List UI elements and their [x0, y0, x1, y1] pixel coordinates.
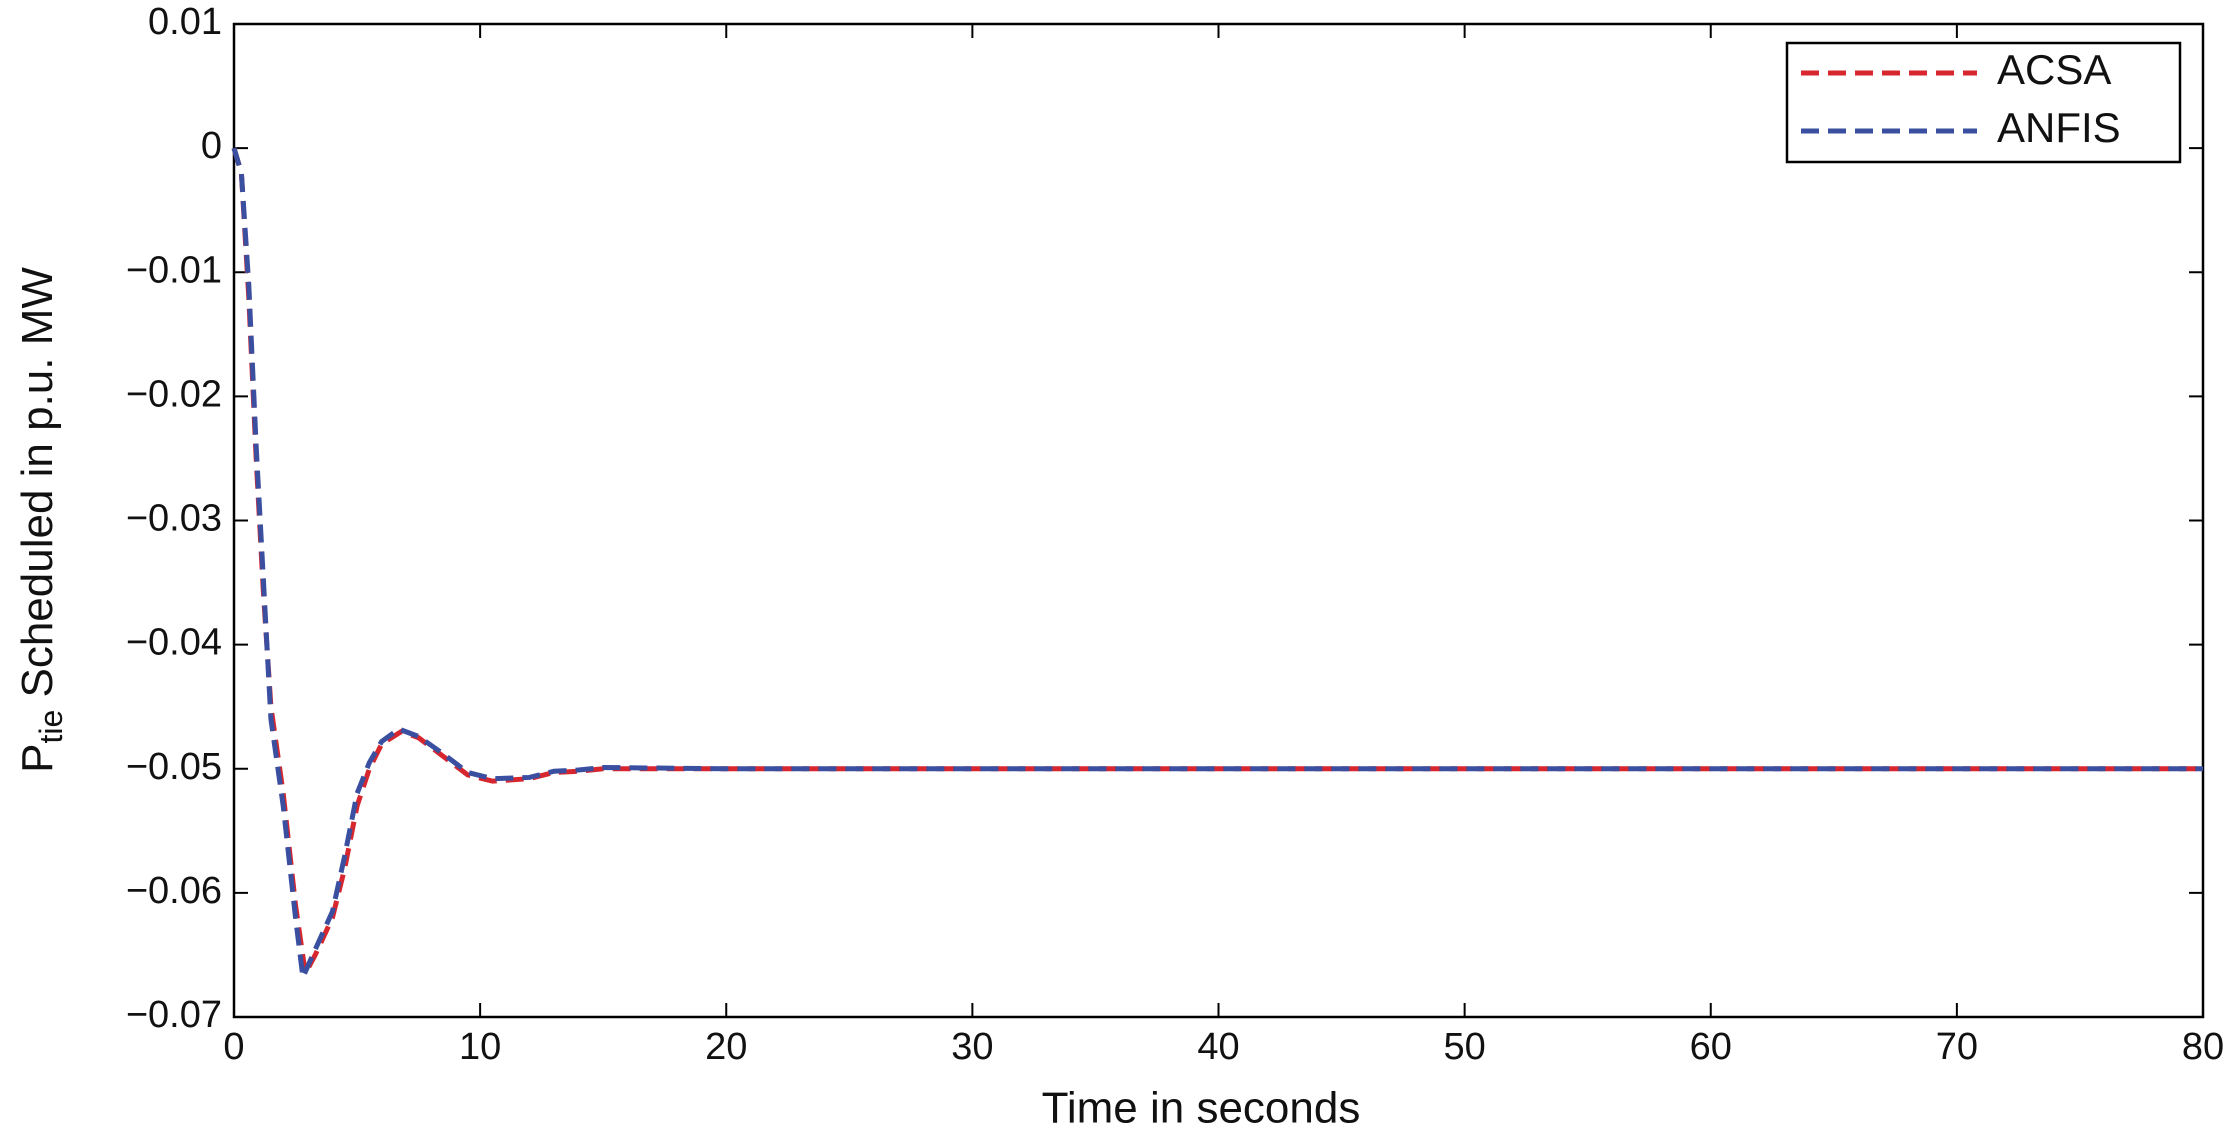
x-tick-label: 40: [1197, 1026, 1239, 1068]
y-tick-label: −0.02: [126, 373, 222, 415]
x-tick-label: 20: [705, 1026, 747, 1068]
x-tick-label: 10: [459, 1026, 501, 1068]
x-tick-label: 0: [223, 1026, 244, 1068]
y-tick-label: −0.04: [126, 622, 222, 664]
legend-label: ACSA: [1997, 46, 2111, 93]
y-tick-label: 0: [201, 125, 222, 167]
y-label-main: P: [13, 744, 62, 773]
y-axis-label: Ptie Scheduled in p.u. MW: [13, 267, 70, 773]
x-tick-label: 60: [1690, 1026, 1732, 1068]
x-tick-label: 30: [951, 1026, 993, 1068]
series-line: [231, 147, 2203, 982]
y-tick-label: −0.03: [126, 498, 222, 540]
x-tick-label: 50: [1443, 1026, 1485, 1068]
legend-box: [1785, 41, 2182, 164]
plot-frame: [232, 22, 2205, 1019]
y-tick-label: −0.05: [126, 746, 222, 788]
y-tick-label: −0.07: [126, 994, 222, 1036]
x-tick-label: 80: [2182, 1026, 2224, 1068]
y-tick-label: 0.01: [148, 1, 222, 43]
y-tick-label: −0.06: [126, 870, 222, 912]
legend-label: ANFIS: [1997, 104, 2121, 151]
y-tick-label: −0.01: [126, 249, 222, 291]
x-axis-label: Time in seconds: [1042, 1084, 1361, 1133]
series-line: [231, 147, 2203, 987]
y-label-rest: Scheduled in p.u. MW: [13, 267, 62, 710]
x-tick-label: 70: [1936, 1026, 1978, 1068]
y-label-sub: tie: [33, 710, 69, 744]
